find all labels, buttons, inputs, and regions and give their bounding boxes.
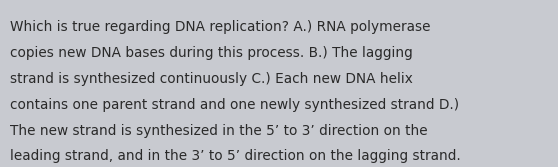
Text: Which is true regarding DNA replication? A.) RNA polymerase: Which is true regarding DNA replication?… <box>10 20 431 34</box>
Text: copies new DNA bases during this process. B.) The lagging: copies new DNA bases during this process… <box>10 46 413 60</box>
Text: strand is synthesized continuously C.) Each new DNA helix: strand is synthesized continuously C.) E… <box>10 72 413 86</box>
Text: contains one parent strand and one newly synthesized strand D.): contains one parent strand and one newly… <box>10 98 459 112</box>
Text: leading strand, and in the 3’ to 5’ direction on the lagging strand.: leading strand, and in the 3’ to 5’ dire… <box>10 149 461 163</box>
Text: The new strand is synthesized in the 5’ to 3’ direction on the: The new strand is synthesized in the 5’ … <box>10 124 427 138</box>
